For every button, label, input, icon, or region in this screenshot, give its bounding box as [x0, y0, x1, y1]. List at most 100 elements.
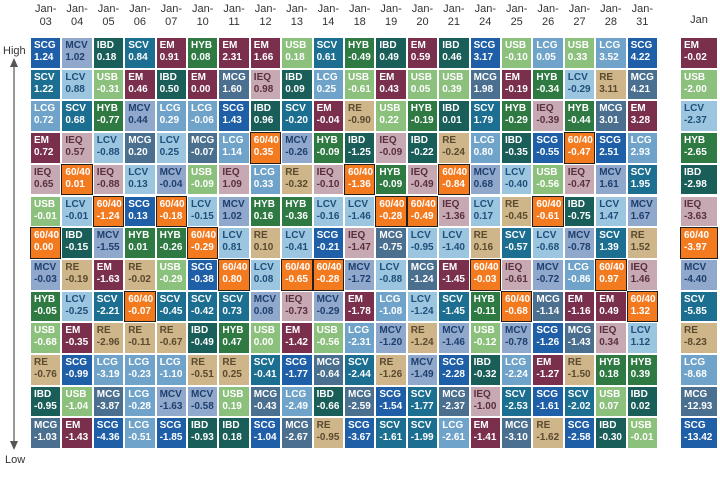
cell-return-value: -3.19	[96, 369, 120, 380]
column-header-line: Jan-	[568, 3, 591, 15]
cell-return-value: -1.04	[253, 432, 277, 444]
quilt-cell: RE -1.50	[563, 354, 596, 386]
cell-return-value: -0.15	[191, 210, 214, 222]
cell-asset-label: LCV	[410, 293, 431, 305]
cell-return-value: -0.22	[410, 147, 434, 159]
quilt-cell: SCV 1.39	[595, 227, 627, 259]
cell-return-value: -2.44	[348, 369, 371, 380]
cell-asset-label: LCG	[222, 135, 244, 147]
cell-asset-label: EM	[128, 71, 144, 83]
cell-asset-label: 60/40	[348, 166, 374, 178]
cell-return-value: -0.02	[128, 273, 151, 285]
quilt-cell: MCV -1.55	[92, 227, 125, 259]
cell-return-value: 0.59	[410, 52, 431, 63]
quilt-cell: LCG -2.31	[344, 322, 376, 354]
cell-return-value: -2.28	[442, 369, 465, 380]
cell-asset-label: LCG	[128, 357, 150, 368]
cell-return-value: -1.41	[473, 432, 497, 444]
cell-asset-label: LCG	[473, 135, 495, 147]
cell-asset-label: LCG	[285, 388, 307, 400]
cell-return-value: 0.01	[128, 242, 148, 254]
cell-asset-label: USB	[65, 388, 87, 400]
cell-return-value: -0.40	[505, 178, 528, 190]
quilt-cell: SCV -1.77	[406, 385, 439, 418]
cell-return-value: 0.50	[159, 83, 180, 95]
cell-asset-label: IEQ	[684, 198, 702, 210]
quilt-cell: IBD -0.95	[30, 385, 62, 418]
cell-return-value: 1.61	[599, 178, 619, 190]
cell-asset-label: LCG	[34, 103, 56, 115]
cell-asset-label: 60/40	[191, 230, 217, 242]
cell-asset-label: USB	[191, 166, 213, 178]
quilt-cell: EM -1.27	[532, 354, 564, 386]
quilt-cell: SCV 1.22	[30, 68, 62, 101]
cell-return-value: -0.77	[96, 115, 120, 127]
quilt-cell: 60/40 -0.65	[281, 258, 313, 291]
quilt-cell: IBD 0.96	[249, 100, 282, 133]
quilt-cell: HYB -0.11	[469, 290, 501, 323]
cell-asset-label: IBD	[222, 420, 240, 432]
column-header-line: 07	[165, 16, 178, 28]
quilt-cell: LCG -2.24	[501, 354, 533, 386]
quilt-cell: LCV -0.25	[61, 290, 93, 323]
cell-asset-label: LCV	[536, 230, 557, 242]
cell-return-value: -0.55	[536, 147, 560, 159]
quilt-cell: LCV -0.15	[187, 195, 219, 228]
cell-asset-label: 60/40	[253, 135, 279, 147]
cell-asset-label: 60/40	[505, 293, 531, 305]
cell-asset-label: IBD	[505, 135, 523, 147]
quilt-cell: MCG -1.24	[406, 258, 439, 291]
cell-return-value: -0.34	[536, 83, 560, 95]
cell-return-value: -0.56	[316, 337, 340, 349]
quilt-cell: LCG 2.93	[626, 132, 658, 164]
quilt-cell: EM -0.04	[312, 100, 344, 133]
quilt-cell: 60/40 -0.84	[438, 163, 470, 196]
cell-return-value: -1.42	[285, 337, 308, 349]
cell-return-value: -1.14	[536, 305, 560, 317]
cell-return-value: -0.41	[253, 369, 277, 380]
quilt-cell: SCG -4.36	[92, 417, 125, 450]
cell-return-value: 1.02	[222, 210, 242, 222]
quilt-cell: 60/40 0.01	[61, 163, 93, 196]
quilt-cell: HYB -0.19	[406, 100, 439, 133]
cell-return-value: -1.63	[96, 273, 120, 285]
cell-asset-label: RE	[379, 357, 394, 368]
quilt-cell: LCV -1.24	[406, 290, 439, 323]
column-header-line: Jan-	[129, 3, 151, 15]
cell-asset-label: SCG	[96, 420, 119, 432]
cell-return-value: -2.49	[285, 400, 308, 412]
cell-asset-label: LCV	[253, 261, 274, 273]
quilt-cell: IEQ 0.57	[61, 132, 93, 164]
cell-return-value: 1.14	[222, 147, 242, 159]
cell-return-value: -0.04	[316, 115, 340, 127]
quilt-cell: IBD 0.01	[438, 100, 470, 133]
quilt-cell: HYB -0.44	[563, 100, 596, 133]
quilt-cell: SCV -0.45	[155, 290, 187, 323]
quilt-cell: LCG -0.51	[124, 417, 156, 450]
cell-return-value: -3.97	[684, 242, 707, 254]
quilt-cell: RE -0.24	[438, 132, 470, 164]
cell-asset-label: MCG	[567, 325, 592, 337]
quilt-cell: USB 0.33	[563, 37, 596, 69]
cell-return-value: -1.55	[96, 242, 120, 254]
quilt-cell: 60/40 -0.49	[406, 195, 439, 228]
quilt-cell: USB -0.61	[344, 68, 376, 101]
cell-return-value: 0.91	[159, 52, 180, 63]
summary-cell: IBD -2.98	[680, 163, 718, 196]
cell-asset-label: EM	[536, 357, 552, 368]
quilt-cell: IBD 0.18	[218, 417, 250, 450]
cell-asset-label: IEQ	[442, 198, 460, 210]
cell-return-value: -0.67	[159, 337, 183, 349]
cell-asset-label: MCG	[285, 420, 309, 432]
column-header-line: 18	[353, 16, 366, 28]
column-header-line: 14	[322, 16, 335, 28]
quilt-cell: SCV 0.73	[218, 290, 250, 323]
quilt-cell: EM -1.43	[61, 417, 93, 450]
cell-return-value: -2.53	[505, 400, 528, 412]
quilt-cell: HYB 0.16	[249, 195, 282, 228]
cell-asset-label: MCG	[348, 388, 372, 400]
quilt-cell: MCG 4.21	[626, 68, 658, 101]
quilt-cell: MCV 0.68	[469, 163, 501, 196]
cell-return-value: -3.87	[96, 400, 120, 412]
summary-cell: RE -8.23	[680, 322, 718, 354]
